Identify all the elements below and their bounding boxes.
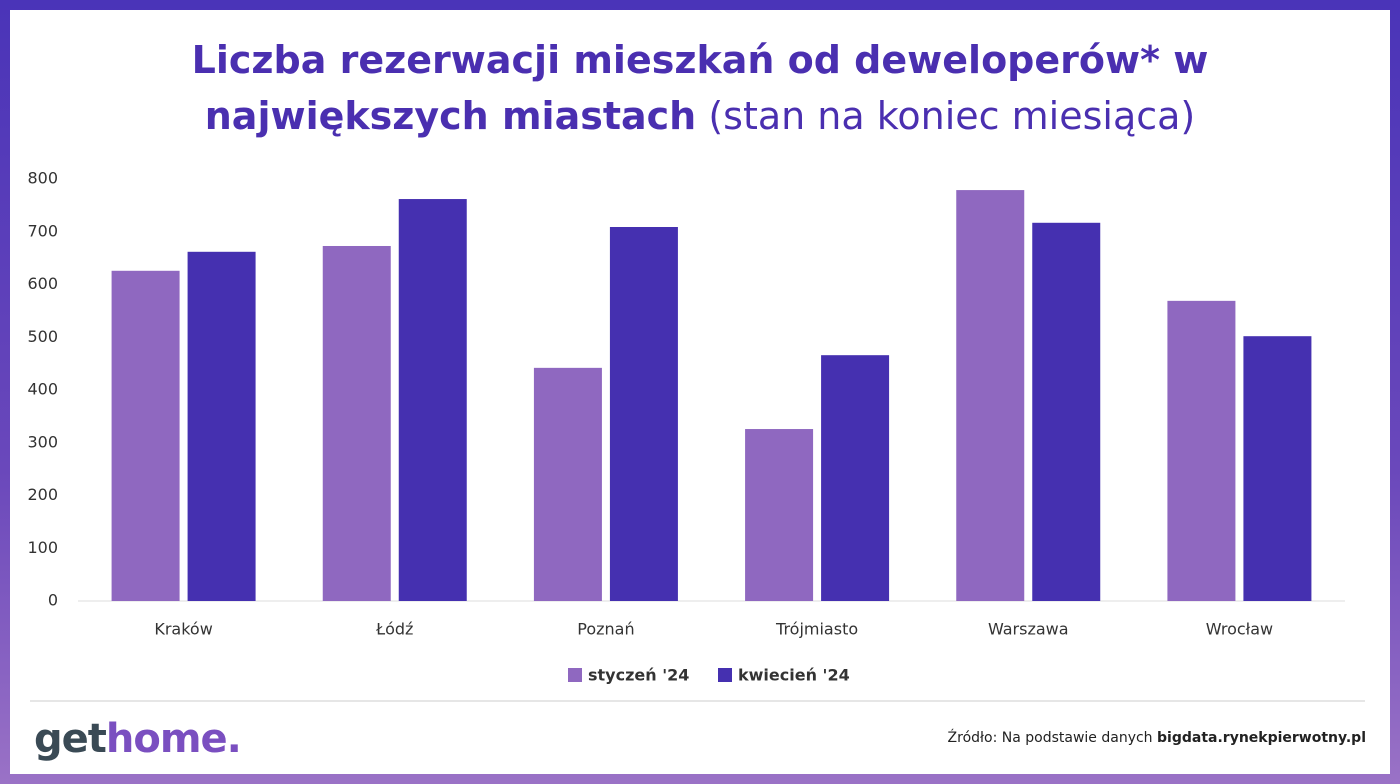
legend-label: kwiecień '24 xyxy=(738,666,850,685)
y-tick-label: 200 xyxy=(27,485,58,504)
bar xyxy=(533,367,602,601)
bar xyxy=(187,251,256,602)
y-tick-label: 0 xyxy=(48,591,58,610)
x-tick-label: Wrocław xyxy=(1206,620,1273,639)
y-tick-label: 300 xyxy=(27,432,58,451)
bar xyxy=(111,270,180,601)
bar xyxy=(609,227,678,601)
y-tick-label: 700 xyxy=(27,221,58,240)
legend-label: styczeń '24 xyxy=(588,666,689,685)
legend-swatch xyxy=(718,668,732,682)
title-block: Liczba rezerwacji mieszkań od deweloperó… xyxy=(160,32,1240,144)
x-tick-label: Trójmiasto xyxy=(775,620,858,639)
card: Liczba rezerwacji mieszkań od deweloperó… xyxy=(10,10,1390,774)
bar xyxy=(1243,336,1312,601)
chart-subtitle: (stan na koniec miesiąca) xyxy=(708,94,1196,138)
bar xyxy=(956,190,1025,601)
x-tick-label: Poznań xyxy=(577,620,634,639)
source: Źródło: Na podstawie danych bigdata.ryne… xyxy=(948,730,1366,746)
logo-home: home. xyxy=(105,716,242,762)
legend-swatch xyxy=(568,668,582,682)
y-tick-label: 500 xyxy=(27,327,58,346)
x-tick-label: Łódź xyxy=(375,620,413,639)
bar xyxy=(1032,222,1101,601)
bar xyxy=(745,429,814,601)
y-tick-label: 800 xyxy=(27,169,58,188)
bar xyxy=(821,355,890,601)
source-link: bigdata.rynekpierwotny.pl xyxy=(1157,730,1366,746)
chart-title: Liczba rezerwacji mieszkań od deweloperó… xyxy=(191,38,1209,138)
logo-get: get xyxy=(34,716,107,762)
source-prefix: Źródło: Na podstawie danych xyxy=(947,730,1153,746)
y-tick-label: 400 xyxy=(27,380,58,399)
bar xyxy=(322,245,391,601)
x-tick-label: Kraków xyxy=(154,620,212,639)
x-tick-label: Warszawa xyxy=(988,620,1069,639)
bar xyxy=(398,199,467,602)
bar xyxy=(1167,300,1236,601)
logo: gethome. xyxy=(34,716,242,762)
y-tick-label: 100 xyxy=(27,538,58,557)
y-tick-label: 600 xyxy=(27,274,58,293)
